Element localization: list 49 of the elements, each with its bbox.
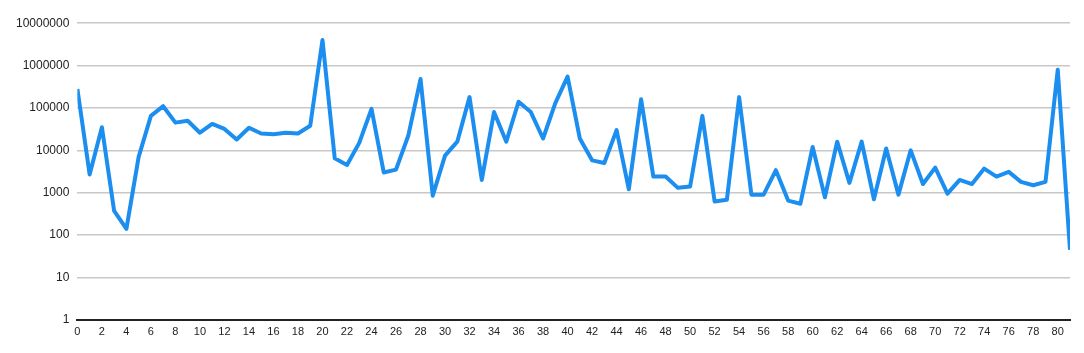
x-tick-label: 74 <box>978 325 991 338</box>
x-tick-label: 0 <box>74 325 81 338</box>
y-tick-label: 10000000 <box>16 15 70 30</box>
x-tick-label: 28 <box>414 325 427 338</box>
x-tick-label: 18 <box>291 325 305 338</box>
x-tick-label: 4 <box>123 325 130 338</box>
x-tick-label: 78 <box>1027 325 1040 338</box>
y-tick-label: 1000 <box>42 185 70 199</box>
x-tick-label: 76 <box>1002 325 1015 338</box>
y-tick-label: 100 <box>49 227 70 242</box>
x-tick-label: 2 <box>98 325 105 338</box>
x-tick-label: 16 <box>267 325 280 338</box>
x-tick-label: 62 <box>831 325 844 338</box>
x-tick-label: 10 <box>193 325 207 338</box>
x-tick-label: 72 <box>953 325 966 338</box>
x-tick-label: 52 <box>708 325 721 338</box>
x-tick-label: 48 <box>659 325 672 338</box>
x-tick-label: 50 <box>683 325 697 338</box>
x-tick-label: 60 <box>806 325 819 338</box>
x-tick-label: 14 <box>242 325 256 338</box>
x-tick-label: 36 <box>512 325 525 338</box>
x-tick-label: 12 <box>218 325 231 338</box>
x-tick-label: 32 <box>463 325 476 338</box>
x-tick-label: 22 <box>340 325 354 338</box>
x-tick-label: 20 <box>316 325 329 338</box>
x-tick-label: 58 <box>782 325 795 338</box>
x-tick-label: 42 <box>585 325 599 338</box>
x-tick-label: 70 <box>929 325 942 338</box>
x-tick-label: 54 <box>733 325 746 338</box>
y-tick-label: 1000000 <box>22 57 70 72</box>
x-tick-label: 30 <box>438 325 452 338</box>
y-tick-label: 100000 <box>29 100 70 115</box>
x-tick-label: 8 <box>172 325 179 338</box>
y-tick-label: 1 <box>62 312 70 327</box>
x-tick-label: 46 <box>634 325 648 338</box>
x-tick-label: 40 <box>561 325 574 338</box>
x-tick-label: 26 <box>389 325 403 338</box>
x-tick-label: 56 <box>757 325 770 338</box>
x-tick-label: 38 <box>536 325 550 338</box>
x-tick-label: 64 <box>855 325 868 338</box>
x-tick-label: 68 <box>904 325 917 338</box>
x-tick-label: 24 <box>365 325 378 338</box>
x-tick-label: 80 <box>1051 325 1064 338</box>
x-tick-label: 34 <box>487 325 501 338</box>
x-tick-label: 66 <box>880 325 893 338</box>
x-tick-label: 6 <box>147 325 154 338</box>
x-tick-label: 44 <box>610 325 623 338</box>
y-tick-label: 10000 <box>36 142 70 157</box>
y-tick-label: 10 <box>56 269 70 284</box>
